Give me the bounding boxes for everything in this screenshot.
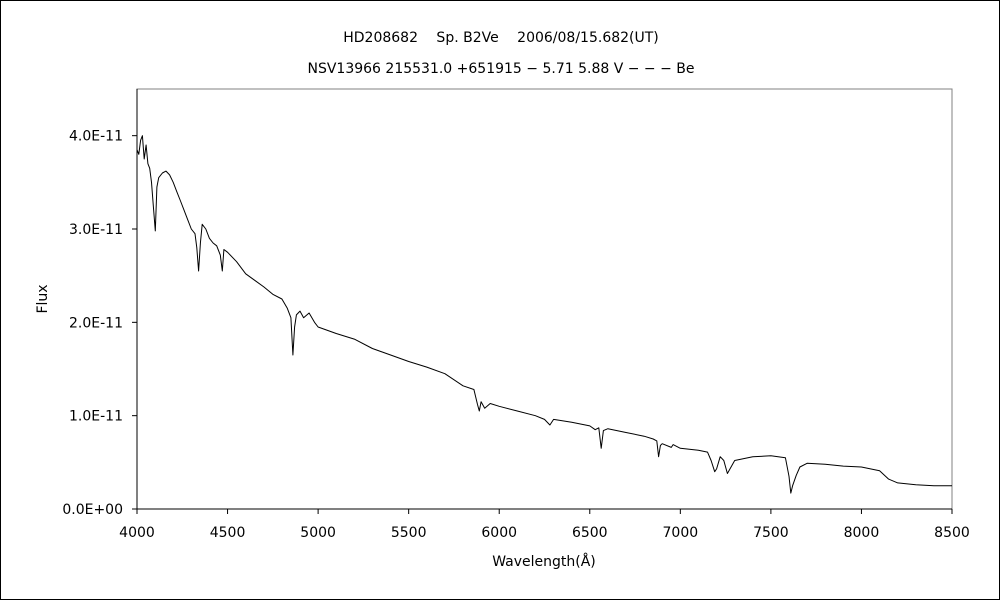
- x-tick-label: 7500: [753, 525, 789, 541]
- y-tick-label: 4.0E-11: [69, 129, 123, 145]
- y-tick-label: 0.0E+00: [62, 502, 123, 518]
- y-axis-label: Flux: [35, 284, 51, 313]
- chart-subtitle: NSV13966 215531.0 +651915 − 5.71 5.88 V …: [307, 61, 694, 77]
- x-axis-label: Wavelength(Å): [492, 553, 596, 570]
- x-tick-label: 8000: [844, 525, 880, 541]
- y-tick-label: 3.0E-11: [69, 222, 123, 238]
- spectrum-series-line: [136, 135, 952, 494]
- plot-area: [136, 88, 953, 510]
- y-tick-label: 1.0E-11: [69, 409, 123, 425]
- x-tick-label: 6500: [572, 525, 608, 541]
- x-tick-label: 5000: [300, 525, 336, 541]
- x-tick-label: 6000: [481, 525, 517, 541]
- y-tick-label: 2.0E-11: [69, 315, 123, 331]
- x-tick-label: 4000: [119, 525, 155, 541]
- x-tick-label: 5500: [391, 525, 427, 541]
- x-tick-label: 4500: [210, 525, 246, 541]
- x-tick-label: 8500: [934, 525, 970, 541]
- chart-title: HD208682 Sp. B2Ve 2006/08/15.682(UT): [343, 30, 659, 46]
- x-tick-label: 7000: [663, 525, 699, 541]
